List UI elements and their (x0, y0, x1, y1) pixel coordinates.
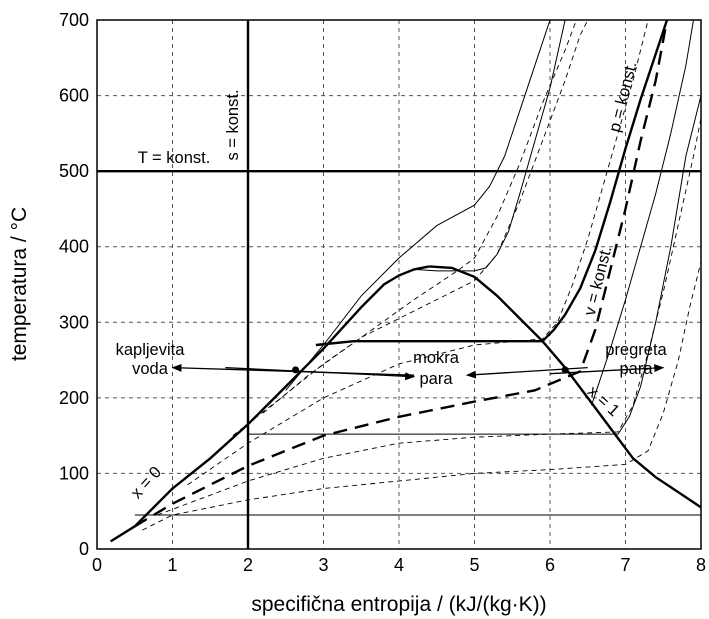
label-liquid-line2: voda (132, 360, 169, 378)
y-tick-label: 500 (59, 161, 89, 181)
label-superheated-line2: para (619, 360, 653, 378)
region-arrow (549, 364, 665, 375)
label-s-const: s = konst. (224, 89, 242, 160)
isochore-line (157, 118, 702, 516)
y-tick-label: 400 (59, 237, 89, 257)
isobar-line (248, 95, 702, 435)
isochore-line (142, 261, 702, 531)
y-tick-label: 0 (79, 539, 89, 559)
isobar-line (414, 19, 566, 272)
label-wet-line2: para (419, 370, 453, 388)
x-tick-label: 1 (167, 555, 177, 575)
label-v-const: v = konst. (581, 244, 616, 317)
x-tick-label: 0 (92, 555, 102, 575)
x-tick-label: 5 (469, 555, 479, 575)
label-superheated-line1: pregreta (605, 341, 667, 359)
label-liquid-line1: kapljevita (116, 341, 186, 359)
x-tick-label: 8 (696, 555, 706, 575)
state-point (561, 366, 569, 374)
y-tick-label: 300 (59, 312, 89, 332)
annotations (171, 363, 665, 381)
y-axis-label: temperatura / °C (8, 207, 31, 361)
x-tick-label: 3 (318, 555, 328, 575)
plot-frame (96, 19, 702, 550)
isobar-line (285, 19, 551, 391)
label-p-const: p = konst. (606, 60, 641, 134)
label-T-const: T = konst. (138, 149, 211, 167)
grid (97, 20, 701, 549)
isobar-heavy-line (315, 19, 669, 347)
y-tick-label: 700 (59, 10, 89, 30)
state-point (292, 366, 300, 374)
x-tick-label: 4 (394, 555, 404, 575)
x-tick-label: 6 (545, 555, 555, 575)
y-tick-label: 100 (59, 463, 89, 483)
label-x0: x = 0 (127, 463, 165, 502)
saturated-liquid-line (109, 265, 430, 543)
x-axis-label: specifična entropija / (kJ/(kg·K)) (251, 593, 546, 616)
y-tick-label: 600 (59, 86, 89, 106)
tick-labels: 0 1 2 3 4 5 6 7 8 0 100 200 300 400 500 600 700 (59, 10, 706, 575)
y-tick-label: 200 (59, 388, 89, 408)
isochore-line (262, 19, 577, 414)
x-tick-label: 7 (620, 555, 630, 575)
region-arrow (225, 366, 416, 381)
label-wet-line1: mokra (413, 349, 460, 367)
isochore-heavy-line (134, 19, 669, 528)
x-tick-label: 2 (243, 555, 253, 575)
isochore-line (232, 19, 589, 436)
